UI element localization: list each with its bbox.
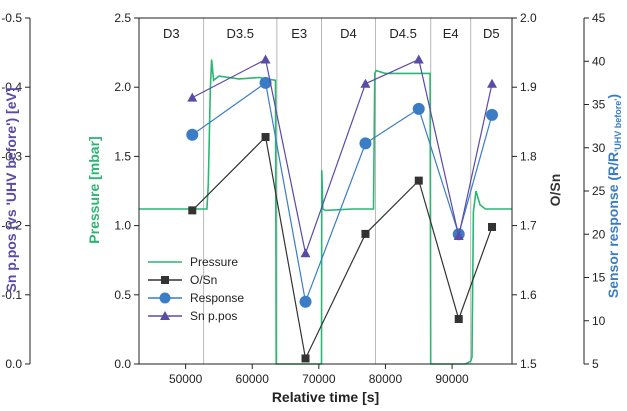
series-line-o-sn [191, 135, 493, 361]
sn-ppos-point [453, 230, 464, 240]
response-point [299, 295, 312, 308]
sn-ppos-tick-label: -0.3 [1, 149, 22, 163]
legend: Pressure O/Sn Response Sn p.pos [148, 255, 244, 323]
phase-label: D4 [340, 26, 357, 41]
response-tick-label: 45 [592, 11, 606, 25]
sn-ppos-tick-label: -0.4 [1, 80, 22, 94]
phase-label: D4.5 [389, 26, 416, 41]
phase-labels: D3 D3.5 E3 D4 D4.5 E4 D5 [163, 26, 500, 41]
response-tick-label: 20 [592, 227, 606, 241]
axes-layer: 50000 60000 70000 80000 90000 -0.5 -0.4 -0.3 -0.… [1, 11, 605, 386]
osn-tick-label: 2.0 [520, 11, 537, 25]
series-layer [139, 54, 512, 365]
osn-point [261, 133, 270, 142]
response-tick-label: 30 [592, 141, 606, 155]
osn-point [488, 222, 497, 231]
x-axis-title: Relative time [s] [272, 389, 379, 405]
response-tick-label: 10 [592, 314, 606, 328]
response-point [186, 128, 199, 141]
osn-point [454, 315, 463, 324]
pressure-tick-label: 0.0 [114, 357, 131, 371]
sn-ppos-axis-title: Sn p.pos (vs 'UHV before') [eV] [3, 87, 19, 292]
pressure-tick-label: 2.0 [114, 80, 131, 94]
sn-ppos-point [300, 248, 311, 258]
response-tick-label: 15 [592, 271, 606, 285]
x-tick-label: 70000 [302, 372, 336, 386]
phase-label: D3.5 [227, 26, 254, 41]
series-line-sn-p-pos [192, 58, 493, 256]
legend-label: Pressure [190, 255, 238, 269]
response-point [486, 108, 499, 121]
x-tick-label: 80000 [369, 372, 403, 386]
legend-label: O/Sn [190, 273, 217, 287]
sn-ppos-point [360, 78, 371, 88]
osn-axis-title: O/Sn [547, 174, 563, 207]
sn-ppos-tick-label: 0.0 [5, 357, 22, 371]
legend-marker [161, 276, 169, 284]
phase-label: E4 [443, 26, 459, 41]
osn-tick-label: 1.9 [520, 80, 537, 94]
response-point [259, 76, 272, 89]
phase-label: D5 [483, 26, 500, 41]
pressure-axis-title: Pressure [mbar] [86, 136, 102, 243]
response-tick-label: 5 [592, 357, 599, 371]
sn-ppos-point [260, 54, 271, 64]
osn-tick-label: 1.7 [520, 219, 537, 233]
x-tick-label: 50000 [169, 372, 203, 386]
sn-ppos-point [413, 54, 424, 64]
response-axis-title-sub: 'UHV before' [613, 99, 623, 152]
sn-ppos-point [187, 92, 198, 102]
legend-marker [159, 292, 171, 304]
osn-tick-label: 1.6 [520, 288, 537, 302]
osn-tick-label: 1.5 [520, 357, 537, 371]
response-tick-label: 40 [592, 54, 606, 68]
sn-ppos-point [487, 78, 498, 88]
response-axis-title-close: ) [605, 94, 621, 99]
response-tick-label: 35 [592, 98, 606, 112]
osn-point [414, 176, 423, 185]
phase-label: D3 [163, 26, 180, 41]
sn-ppos-tick-label: -0.2 [1, 219, 22, 233]
response-point [359, 137, 372, 150]
sn-ppos-tick-label: -0.1 [1, 288, 22, 302]
response-tick-label: 25 [592, 184, 606, 198]
pressure-tick-label: 1.0 [114, 219, 131, 233]
pressure-tick-label: 1.5 [114, 149, 131, 163]
phase-label: E3 [291, 26, 307, 41]
legend-label: Sn p.pos [190, 309, 237, 323]
osn-tick-label: 1.8 [520, 149, 537, 163]
osn-point [301, 354, 310, 363]
pressure-tick-label: 2.5 [114, 11, 131, 25]
series-line-pressure [139, 59, 512, 365]
response-axis-title-main: Sensor response (R/R [605, 152, 621, 298]
osn-point [188, 206, 197, 215]
response-point [412, 102, 425, 115]
x-tick-label: 60000 [236, 372, 270, 386]
pressure-tick-label: 0.5 [114, 288, 131, 302]
legend-label: Response [190, 291, 244, 305]
sn-ppos-tick-label: -0.5 [1, 11, 22, 25]
legend-marker [160, 311, 170, 320]
x-tick-label: 90000 [435, 372, 469, 386]
response-axis-title: Sensor response (R/R'UHV before') [605, 94, 623, 298]
osn-point [361, 229, 370, 238]
